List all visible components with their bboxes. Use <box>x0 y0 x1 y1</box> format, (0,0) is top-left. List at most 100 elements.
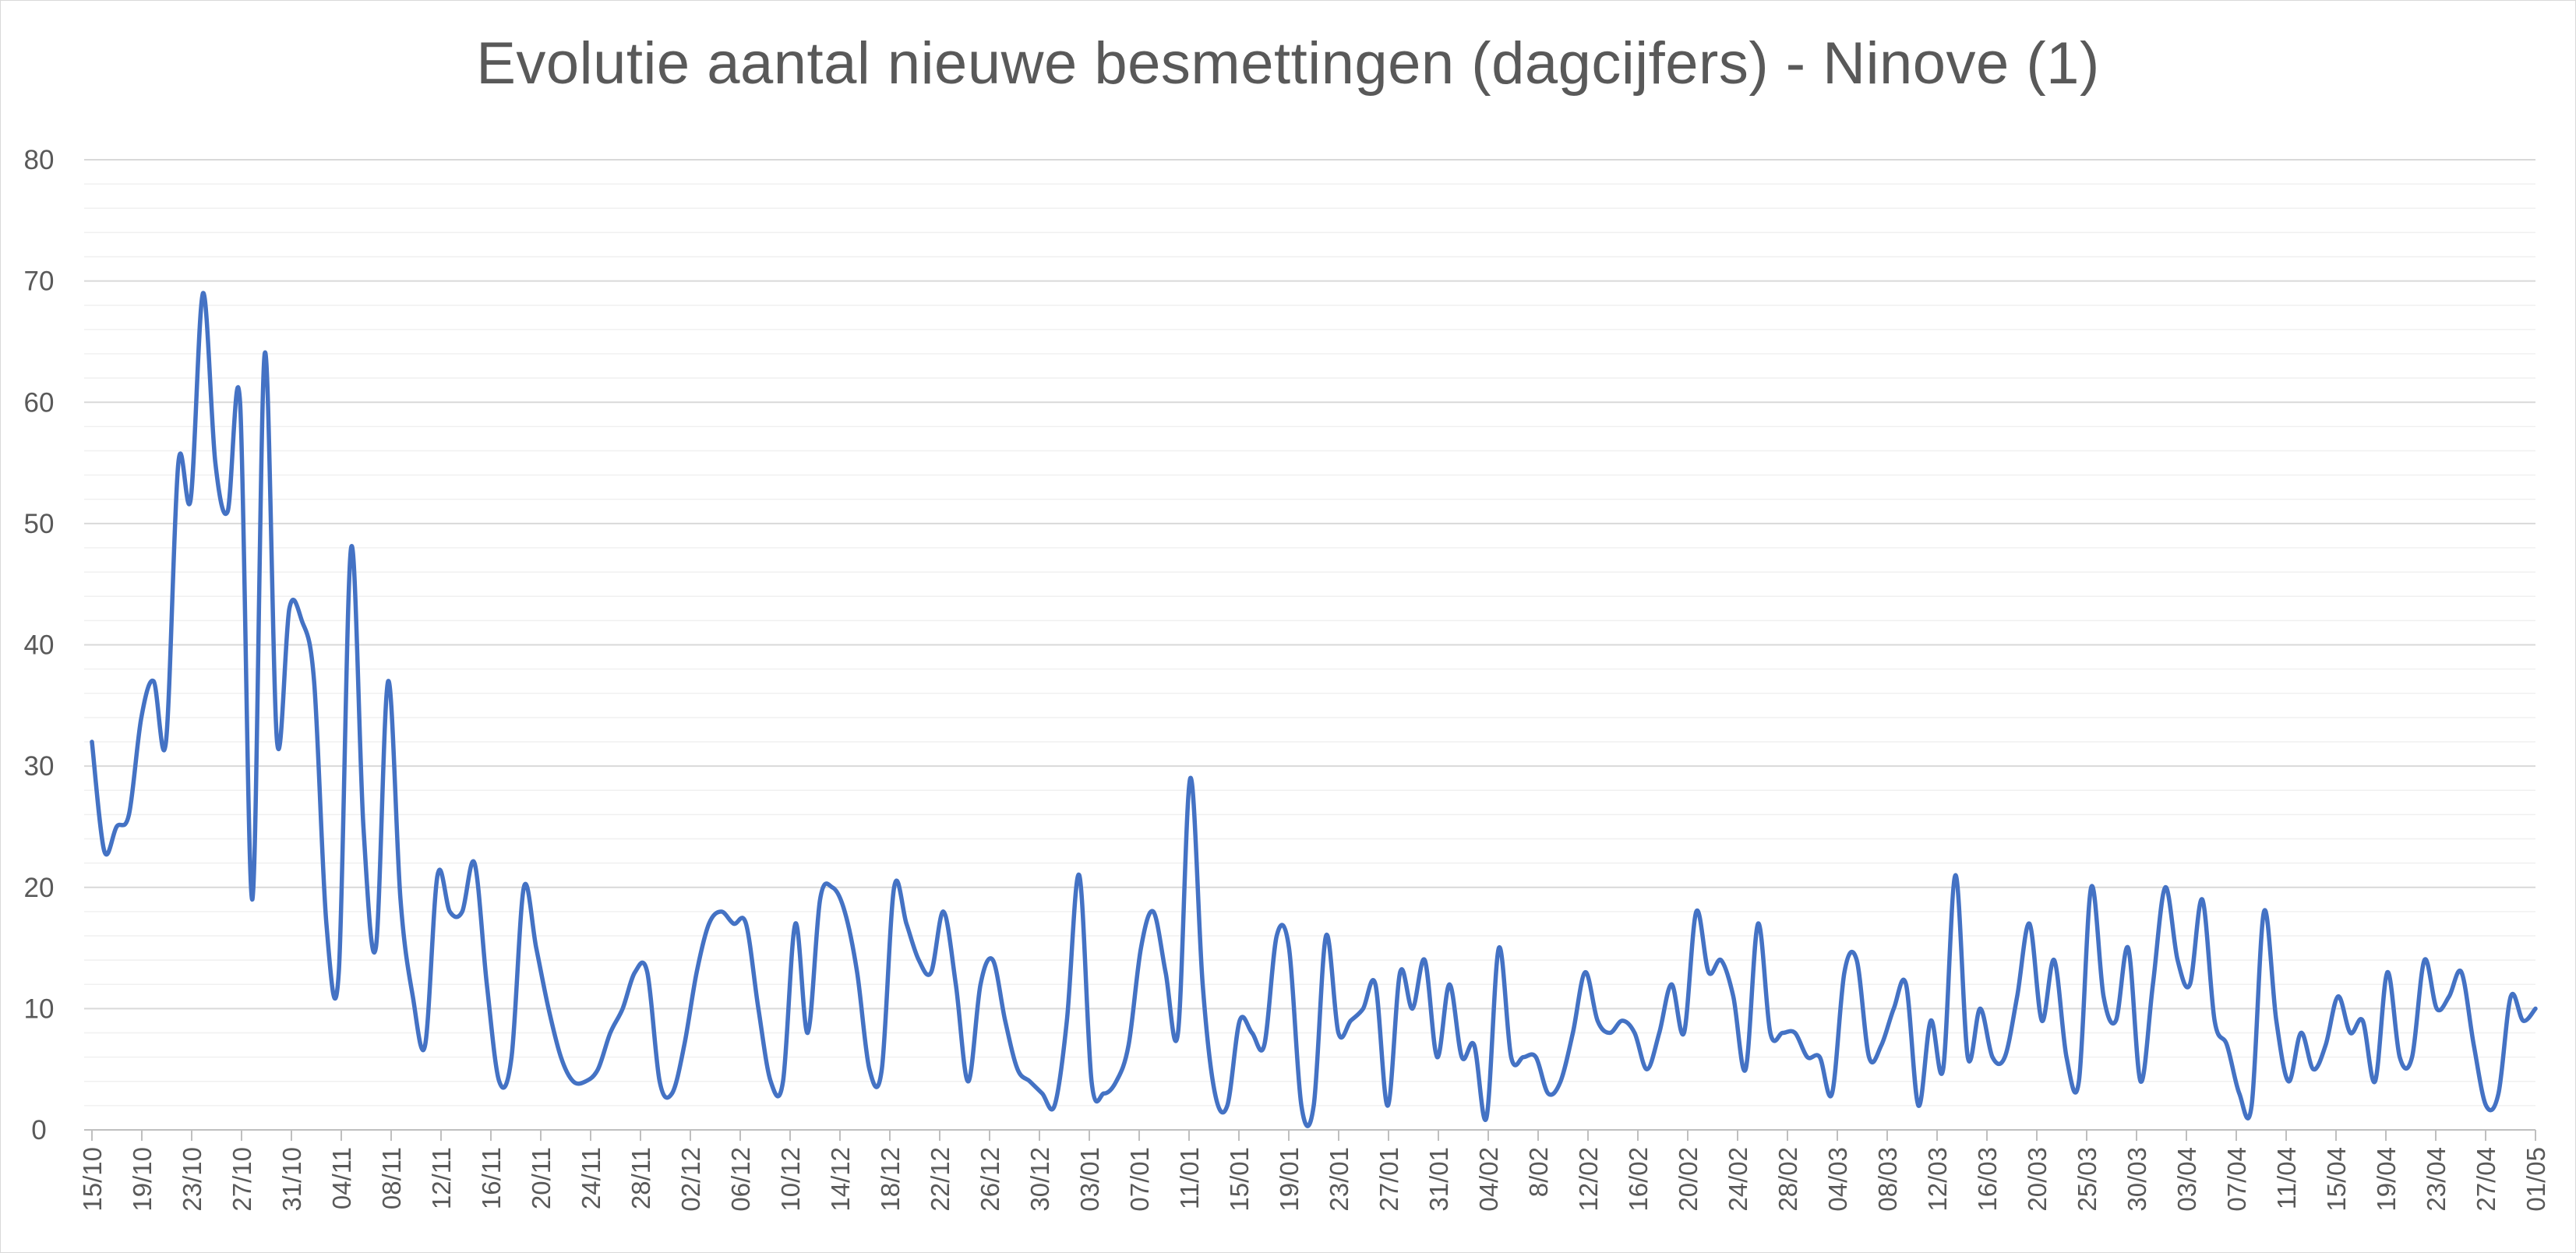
x-tick-label: 03/04 <box>2172 1147 2201 1212</box>
data-point <box>2262 909 2266 913</box>
data-point <box>1435 1055 1439 1059</box>
x-tick-label: 8/02 <box>1524 1147 1553 1197</box>
data-point <box>1830 1092 1834 1096</box>
data-point <box>1596 1018 1600 1022</box>
data-point <box>1163 970 1167 974</box>
data-point <box>2175 958 2179 962</box>
data-point <box>510 1055 513 1059</box>
data-point <box>139 715 143 719</box>
y-tick-label: 30 <box>24 751 55 782</box>
data-point <box>2089 885 2093 889</box>
series-layer <box>90 291 2538 1128</box>
data-point <box>2361 1018 2365 1022</box>
x-tick-label: 08/03 <box>1873 1147 1902 1212</box>
data-point <box>2509 994 2513 998</box>
x-tick-label: 26/12 <box>976 1147 1004 1212</box>
data-point <box>1040 1092 1044 1096</box>
data-point <box>1300 1103 1304 1107</box>
data-point <box>102 849 106 853</box>
data-point <box>213 461 217 465</box>
data-point <box>867 1068 871 1071</box>
x-tick-label: 12/02 <box>1574 1147 1603 1212</box>
data-point <box>152 679 156 683</box>
data-point <box>2435 1007 2439 1011</box>
data-point <box>609 1031 612 1035</box>
x-tick-label: 19/01 <box>1275 1147 1304 1212</box>
data-point <box>1262 1043 1266 1047</box>
data-point <box>1953 874 1957 877</box>
data-point <box>1004 1018 1007 1022</box>
data-point <box>1275 934 1279 938</box>
data-point <box>2311 1068 2315 1071</box>
x-tick-label: 27/10 <box>228 1147 256 1212</box>
data-point <box>1053 1103 1057 1107</box>
data-point <box>2410 1055 2414 1059</box>
x-tick-label: 15/04 <box>2322 1147 2351 1212</box>
data-point <box>1114 1079 1118 1083</box>
y-tick-label: 0 <box>31 1115 46 1145</box>
y-tick-label: 10 <box>24 994 55 1024</box>
data-point <box>843 909 847 913</box>
data-point <box>1188 776 1192 780</box>
data-point <box>1226 1103 1230 1107</box>
x-tick-label: 11/04 <box>2272 1147 2301 1209</box>
data-point <box>2299 1031 2303 1035</box>
y-axis-ticks: 0 10 20 30 40 50 60 70 80 <box>24 145 55 1145</box>
data-point <box>1423 958 1427 962</box>
y-tick-label: 60 <box>24 387 55 418</box>
data-point <box>757 1007 760 1011</box>
data-point <box>979 983 983 987</box>
data-point <box>189 497 192 501</box>
data-point <box>596 1068 600 1071</box>
y-tick-label: 70 <box>24 266 55 297</box>
x-tick-label: 06/12 <box>726 1147 755 1212</box>
data-point <box>2336 994 2340 998</box>
data-point <box>707 922 711 926</box>
data-point <box>176 461 180 465</box>
data-point <box>1621 1018 1625 1022</box>
data-point <box>2521 1018 2525 1022</box>
data-point <box>1706 970 1710 974</box>
data-point <box>1078 874 1082 877</box>
data-point <box>905 922 909 926</box>
data-point <box>793 922 797 926</box>
data-point <box>1978 1007 1982 1011</box>
data-point <box>2348 1031 2352 1035</box>
data-point <box>1201 983 1205 987</box>
x-tick-label: 04/02 <box>1474 1147 1503 1212</box>
data-point <box>880 1068 884 1071</box>
data-point <box>2200 898 2204 902</box>
data-point <box>2472 1043 2475 1047</box>
x-tick-label: 23/01 <box>1325 1147 1353 1212</box>
data-point <box>1583 970 1587 974</box>
data-point <box>263 352 266 356</box>
data-point <box>2015 994 2019 998</box>
x-tick-label: 30/12 <box>1025 1147 1054 1212</box>
data-point <box>1028 1079 1032 1083</box>
x-tick-label: 07/01 <box>1125 1147 1154 1212</box>
data-point <box>497 1079 501 1083</box>
data-point <box>1312 1103 1316 1107</box>
data-point <box>1287 946 1291 950</box>
data-point <box>1571 1031 1575 1035</box>
x-tick-label: 01/05 <box>2521 1147 2550 1212</box>
data-point <box>2114 1018 2118 1022</box>
data-point <box>818 898 822 902</box>
x-tick-label: 12/11 <box>427 1147 456 1209</box>
data-point <box>571 1079 575 1083</box>
data-point <box>386 679 390 683</box>
data-point <box>2040 1018 2044 1022</box>
data-point <box>349 546 353 550</box>
data-point <box>917 958 921 962</box>
data-point <box>1349 1018 1353 1022</box>
data-point <box>1682 1031 1686 1035</box>
data-point <box>892 885 896 889</box>
data-point <box>522 885 526 889</box>
data-point <box>226 510 230 514</box>
data-point <box>1336 1031 1340 1035</box>
series-line <box>90 291 2538 1128</box>
data-point <box>1152 909 1156 913</box>
data-point <box>1410 1007 1414 1011</box>
data-point <box>1719 958 1723 962</box>
x-tick-label: 24/02 <box>1724 1147 1752 1212</box>
